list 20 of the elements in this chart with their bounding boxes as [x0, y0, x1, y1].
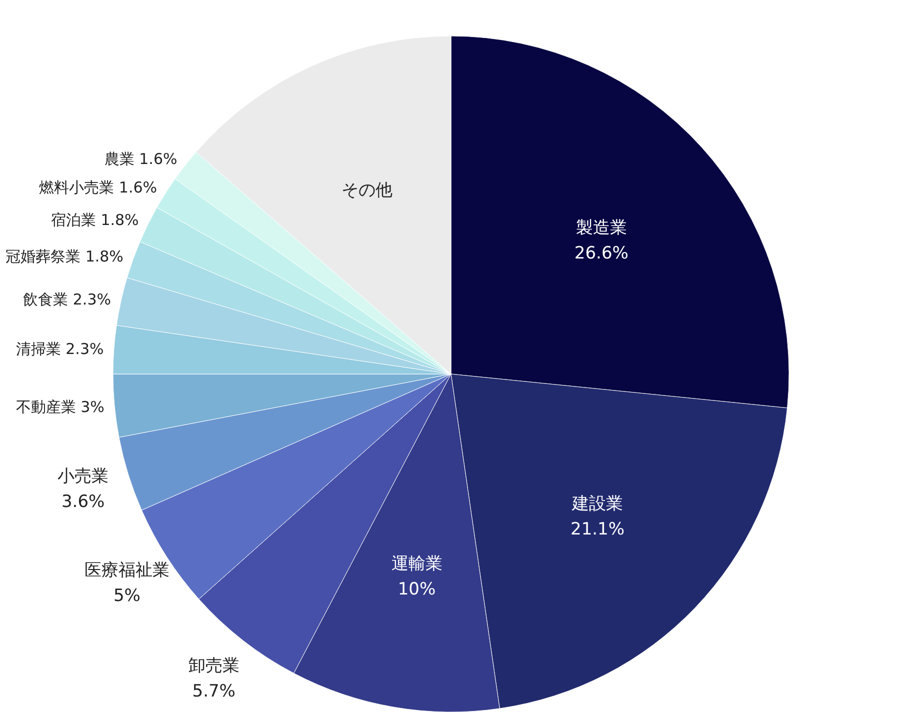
slice-label: 製造業: [576, 218, 627, 238]
slice-label: 医療福祉業: [84, 560, 170, 581]
slice-label: 燃料小売業 1.6%: [39, 178, 158, 197]
data-label: 3.6%: [61, 492, 105, 512]
data-label: 26.6%: [574, 243, 628, 264]
slice-label: 建設業: [571, 494, 624, 514]
data-label: 10%: [398, 579, 436, 600]
slice-label: 小売業: [58, 466, 109, 487]
slice-label: 飲食業 2.3%: [23, 290, 112, 308]
slice-label: その他: [341, 180, 392, 200]
data-label: 21.1%: [570, 520, 625, 540]
slice-label: 農業 1.6%: [104, 150, 178, 168]
data-label: 5.7%: [192, 681, 236, 702]
slice-label: 卸売業: [188, 656, 240, 676]
slice-label: 運輸業: [391, 554, 442, 574]
slice-label: 宿泊業 1.8%: [50, 211, 139, 230]
slice-label: 清掃業 2.3%: [16, 340, 104, 358]
slice-label: 不動産業 3%: [16, 398, 104, 416]
data-label: 5%: [113, 586, 140, 606]
slice-label: 冠婚葬祭業 1.8%: [6, 247, 124, 266]
